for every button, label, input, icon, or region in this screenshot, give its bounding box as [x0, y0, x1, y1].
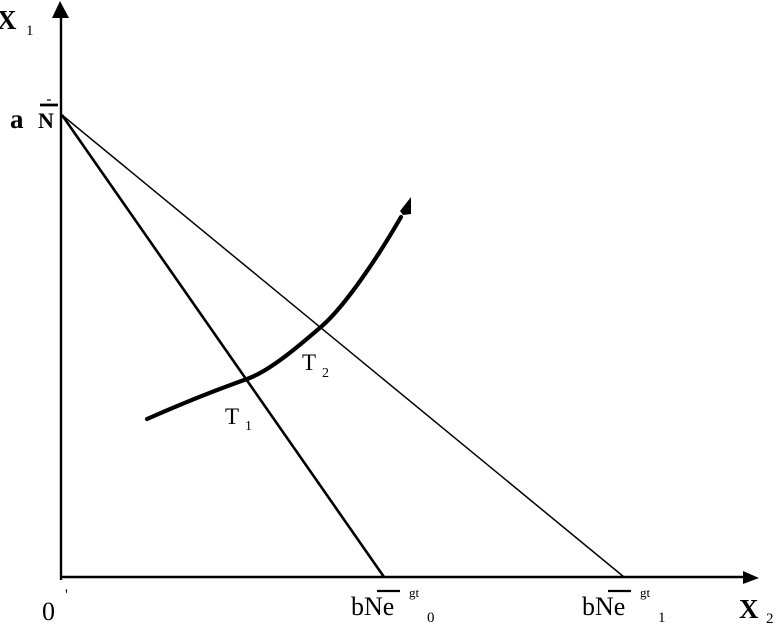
svg-text:X: X [739, 594, 759, 624]
svg-text:0: 0 [42, 597, 55, 626]
svg-text:1: 1 [245, 419, 252, 434]
svg-text:2: 2 [322, 366, 329, 381]
svg-text:T: T [225, 404, 239, 429]
svg-text:gt: gt [409, 585, 420, 600]
svg-text:bNe: bNe [582, 592, 625, 621]
svg-text:a: a [10, 104, 24, 134]
svg-text:': ' [65, 587, 68, 604]
svg-text:X: X [0, 5, 17, 35]
svg-text:N: N [38, 108, 54, 133]
svg-text:1: 1 [658, 610, 666, 626]
svg-text:0: 0 [427, 610, 435, 626]
svg-text:bNe: bNe [351, 592, 394, 621]
svg-text:T: T [302, 350, 316, 375]
svg-text:1: 1 [26, 23, 34, 39]
svg-text:2: 2 [766, 611, 774, 626]
svg-text:gt: gt [640, 585, 651, 600]
